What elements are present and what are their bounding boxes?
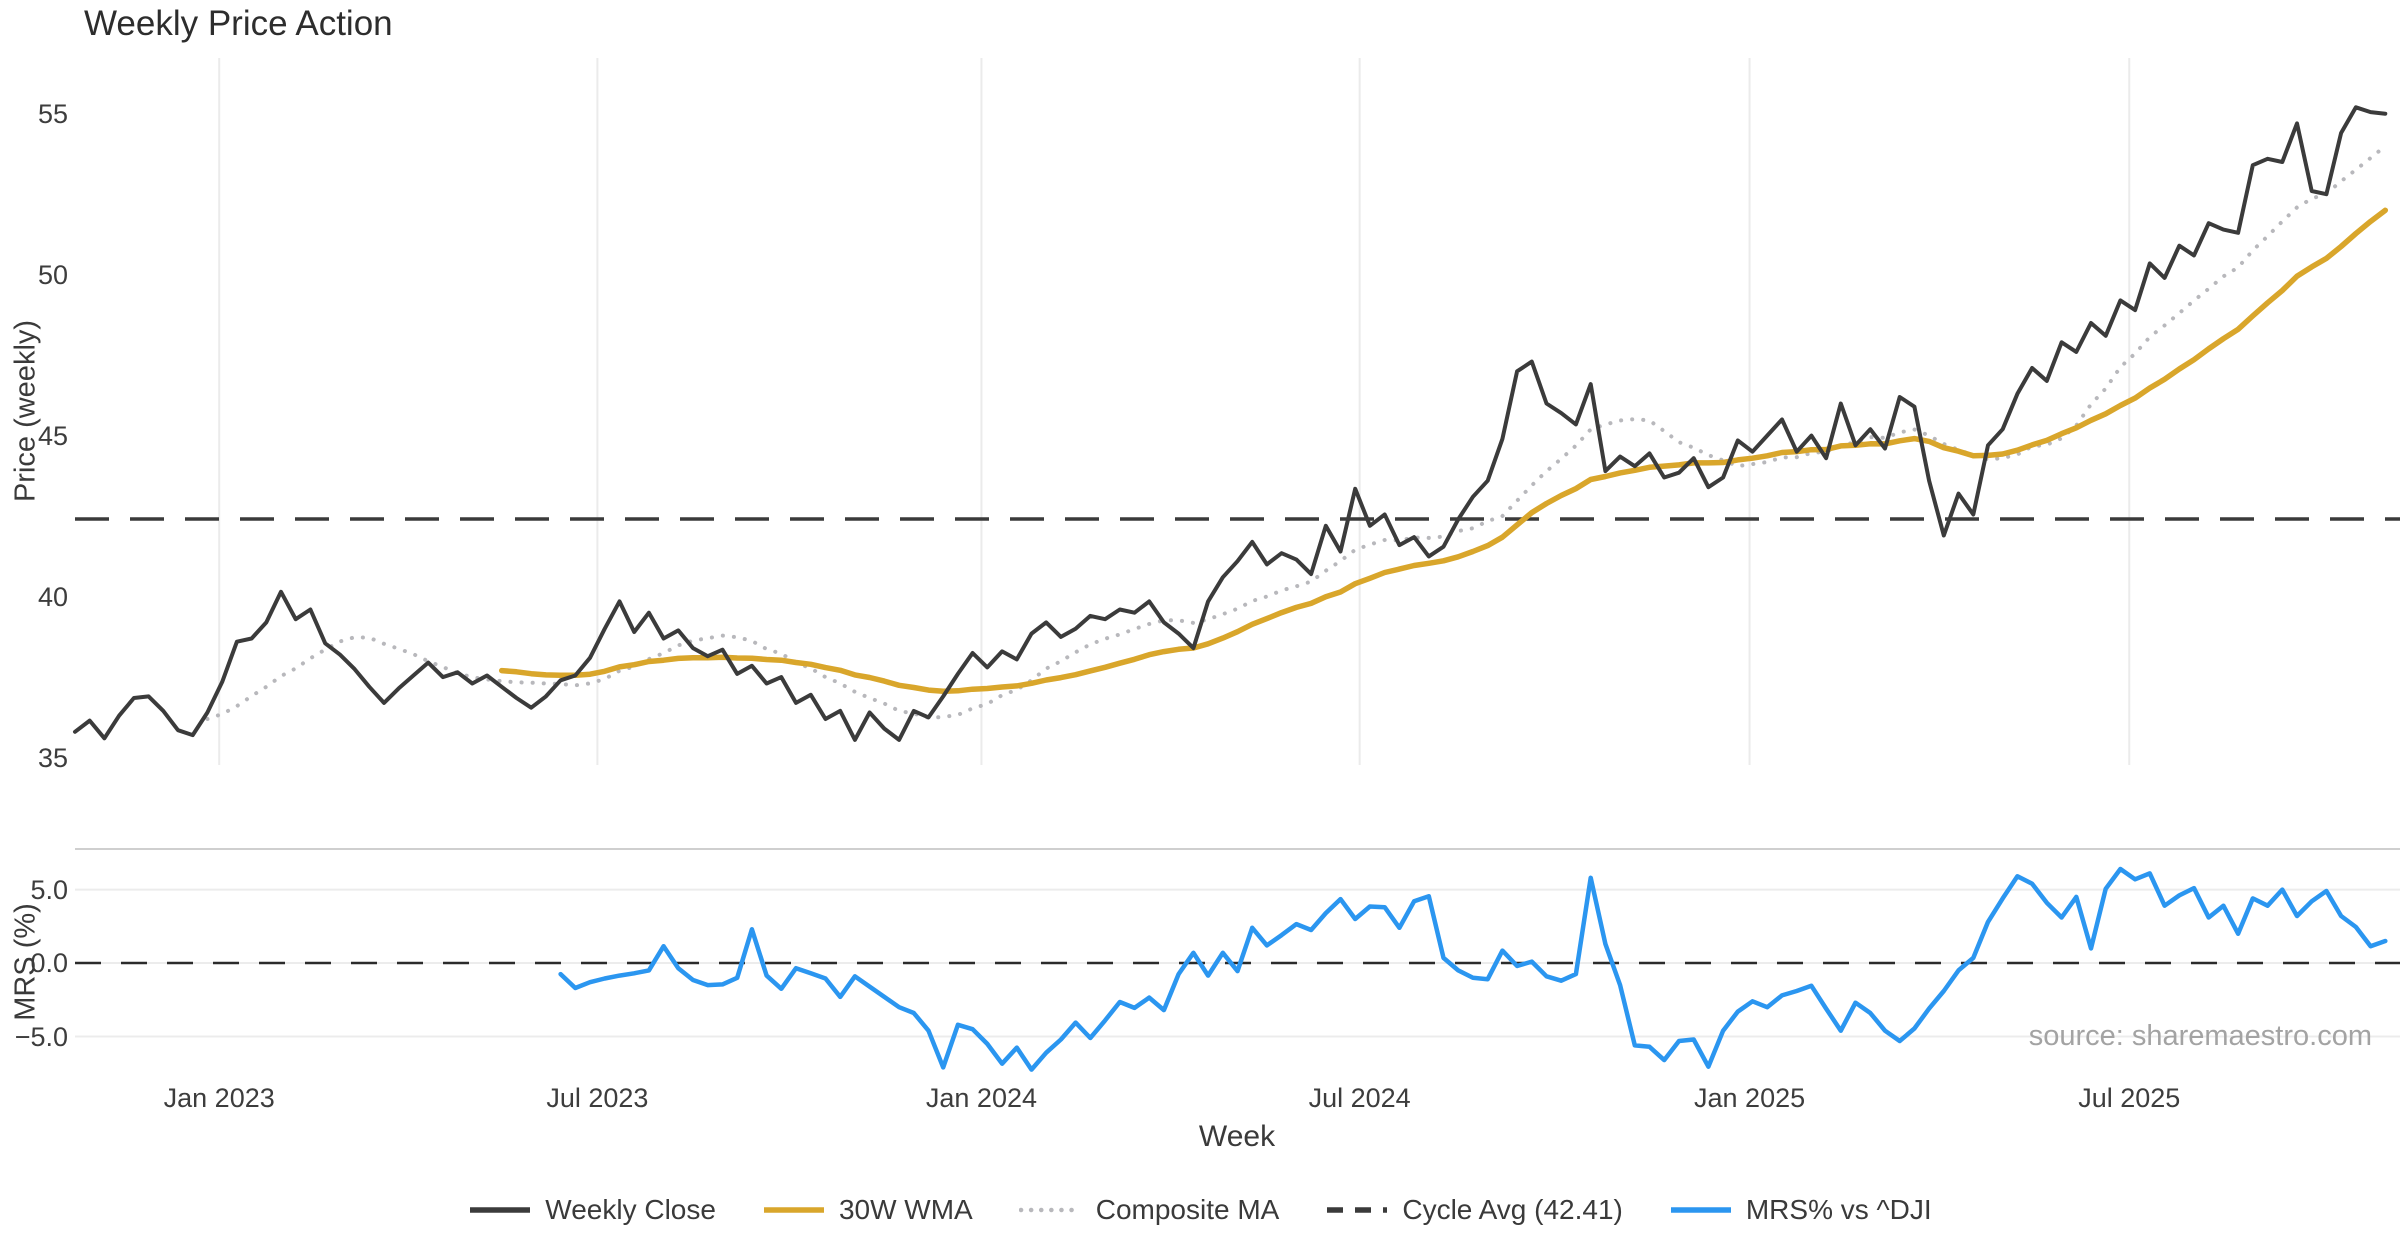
legend-swatch-icon (763, 1207, 824, 1213)
legend-label: MRS% vs ^DJI (1745, 1194, 1932, 1225)
legend-swatch-icon (1670, 1207, 1731, 1213)
xtick-Jan-2025: Jan 2025 (1694, 1083, 1806, 1113)
source-credit: source: sharemaestro.com (2028, 1020, 2372, 1052)
legend-item-30w-wma: 30W WMA (762, 1194, 973, 1226)
weekly-close-line (73, 105, 2388, 742)
mrs-ytick-2: −5.0 (14, 1021, 68, 1052)
legend-item-cycle-avg-42-41-: Cycle Avg (42.41) (1325, 1194, 1623, 1226)
price-ytick-40: 40 (37, 581, 68, 612)
legend-item-mrs-vs-dji: MRS% vs ^DJI (1669, 1194, 1932, 1226)
price-y-axis-label: Price (weekly) (9, 319, 42, 503)
legend-item-composite-ma: Composite MA (1018, 1194, 1280, 1226)
mrs-ytick-0: 5.0 (30, 874, 68, 905)
chart-title: Weekly Price Action (84, 4, 393, 43)
xtick-Jan-2023: Jan 2023 (163, 1083, 275, 1113)
legend-label: Cycle Avg (42.41) (1402, 1194, 1623, 1225)
legend-label: Composite MA (1095, 1194, 1280, 1225)
price-ytick-45: 45 (37, 420, 68, 451)
composite-ma-line (205, 144, 2388, 721)
legend-swatch-icon (1018, 1207, 1083, 1213)
x-axis-label: Week (1198, 1120, 1276, 1153)
mrs-line (558, 866, 2388, 1072)
xtick-Jul-2024: Jul 2024 (1308, 1083, 1411, 1113)
legend-item-weekly-close: Weekly Close (468, 1194, 716, 1226)
mrs-ytick-1: 0.0 (30, 948, 68, 979)
price-ytick-50: 50 (37, 259, 68, 290)
wma-line (498, 207, 2389, 694)
price-ytick-55: 55 (37, 98, 68, 129)
xtick-Jul-2023: Jul 2023 (546, 1083, 649, 1113)
legend-label: Weekly Close (545, 1194, 716, 1225)
legend-swatch-icon (1327, 1207, 1388, 1213)
xtick-Jul-2025: Jul 2025 (2078, 1083, 2181, 1113)
legend-swatch-icon (470, 1207, 531, 1213)
legend-label: 30W WMA (838, 1194, 973, 1225)
xtick-Jan-2024: Jan 2024 (925, 1083, 1037, 1113)
legend: Weekly Close 30W WMA Composite MA Cycle Avg… (0, 1194, 2400, 1226)
price-ytick-35: 35 (37, 742, 68, 773)
